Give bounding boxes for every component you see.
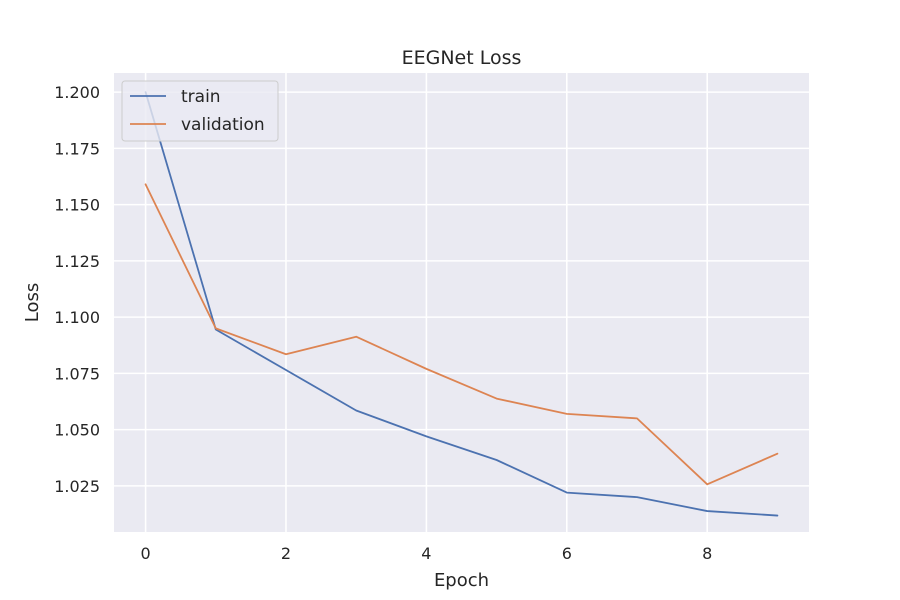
y-tick-label: 1.075 (54, 364, 100, 383)
y-tick-label: 1.200 (54, 83, 100, 102)
series-line-validation (144, 183, 779, 486)
x-tick-label: 2 (281, 544, 291, 563)
legend-label-train: train (181, 87, 221, 107)
y-tick-label: 1.125 (54, 252, 100, 271)
y-tick-label: 1.025 (54, 477, 100, 496)
y-tick-label: 1.050 (54, 421, 100, 440)
chart-title: EEGNet Loss (402, 47, 522, 69)
y-axis-title: Loss (22, 283, 43, 322)
x-tick-label: 8 (702, 544, 712, 563)
grid-lines (114, 73, 809, 532)
x-axis-ticks: 0 2 4 6 8 (140, 544, 712, 563)
x-tick-label: 0 (140, 544, 150, 563)
y-tick-label: 1.175 (54, 139, 100, 158)
x-tick-label: 4 (421, 544, 431, 563)
x-axis-title: Epoch (434, 570, 489, 591)
x-tick-label: 6 (562, 544, 572, 563)
y-tick-label: 1.100 (54, 308, 100, 327)
series-lines (144, 91, 779, 517)
y-axis-ticks: 1.025 1.050 1.075 1.100 1.125 1.150 1.175 1.200 (54, 83, 100, 496)
plot-area (114, 73, 809, 532)
y-tick-label: 1.150 (54, 196, 100, 215)
legend: train validation (121, 80, 279, 142)
legend-label-validation: validation (181, 115, 265, 135)
series-line-train (144, 91, 779, 517)
